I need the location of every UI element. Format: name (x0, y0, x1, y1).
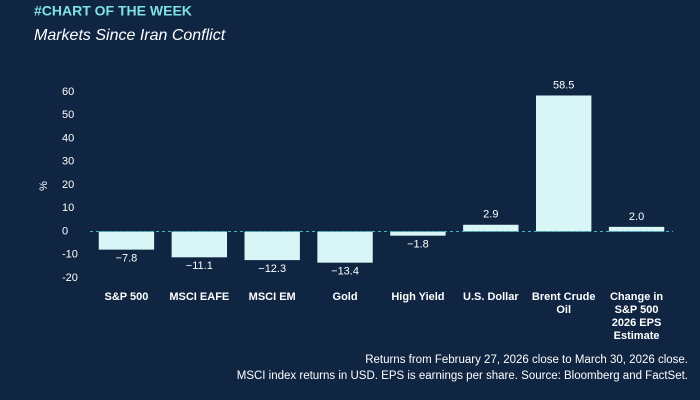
value-label: −7.8 (116, 253, 138, 265)
y-tick-label: 20 (62, 179, 74, 191)
value-label: −13.4 (331, 266, 359, 278)
y-tick-label: 50 (62, 109, 74, 121)
bar (98, 231, 155, 250)
x-tick-label: S&P 500 (104, 291, 149, 303)
chart-title: Markets Since Iran Conflict (34, 27, 226, 44)
x-tick-label: High Yield (391, 291, 445, 303)
y-tick-label: -10 (62, 249, 78, 261)
x-tick-label: MSCI EAFE (169, 291, 230, 303)
x-tick-label: Gold (332, 291, 358, 303)
x-tick-label: U.S. Dollar (463, 291, 519, 303)
bar (317, 231, 373, 263)
x-tick-label: Change in S&P 500 2026 EPS Estimate (609, 291, 664, 342)
y-tick-label: 40 (62, 132, 74, 144)
value-label: −12.3 (258, 263, 286, 275)
bar (171, 231, 228, 258)
y-tick-label: 0 (62, 225, 68, 237)
bar (608, 226, 665, 232)
value-label: −11.1 (186, 260, 213, 272)
kicker: #CHART OF THE WEEK (34, 3, 192, 19)
value-label: 2.9 (483, 209, 498, 221)
bar (535, 95, 592, 232)
value-label: 2.0 (629, 211, 644, 223)
bar (463, 224, 519, 232)
x-tick-label: MSCI EM (248, 291, 296, 303)
value-label: −1.8 (407, 239, 429, 251)
bar (390, 231, 446, 236)
bar (244, 231, 300, 261)
value-label: 58.5 (553, 79, 574, 91)
y-tick-label: 10 (62, 202, 74, 214)
y-axis-label: % (38, 181, 50, 191)
y-tick-label: -20 (62, 272, 78, 284)
footnote: Returns from February 27, 2026 close to … (365, 354, 688, 366)
y-tick-label: 30 (62, 156, 74, 168)
footnote: MSCI index returns in USD. EPS is earnin… (236, 370, 688, 382)
x-tick-label: Brent Crude Oil (531, 291, 596, 316)
y-tick-label: 60 (62, 86, 74, 98)
